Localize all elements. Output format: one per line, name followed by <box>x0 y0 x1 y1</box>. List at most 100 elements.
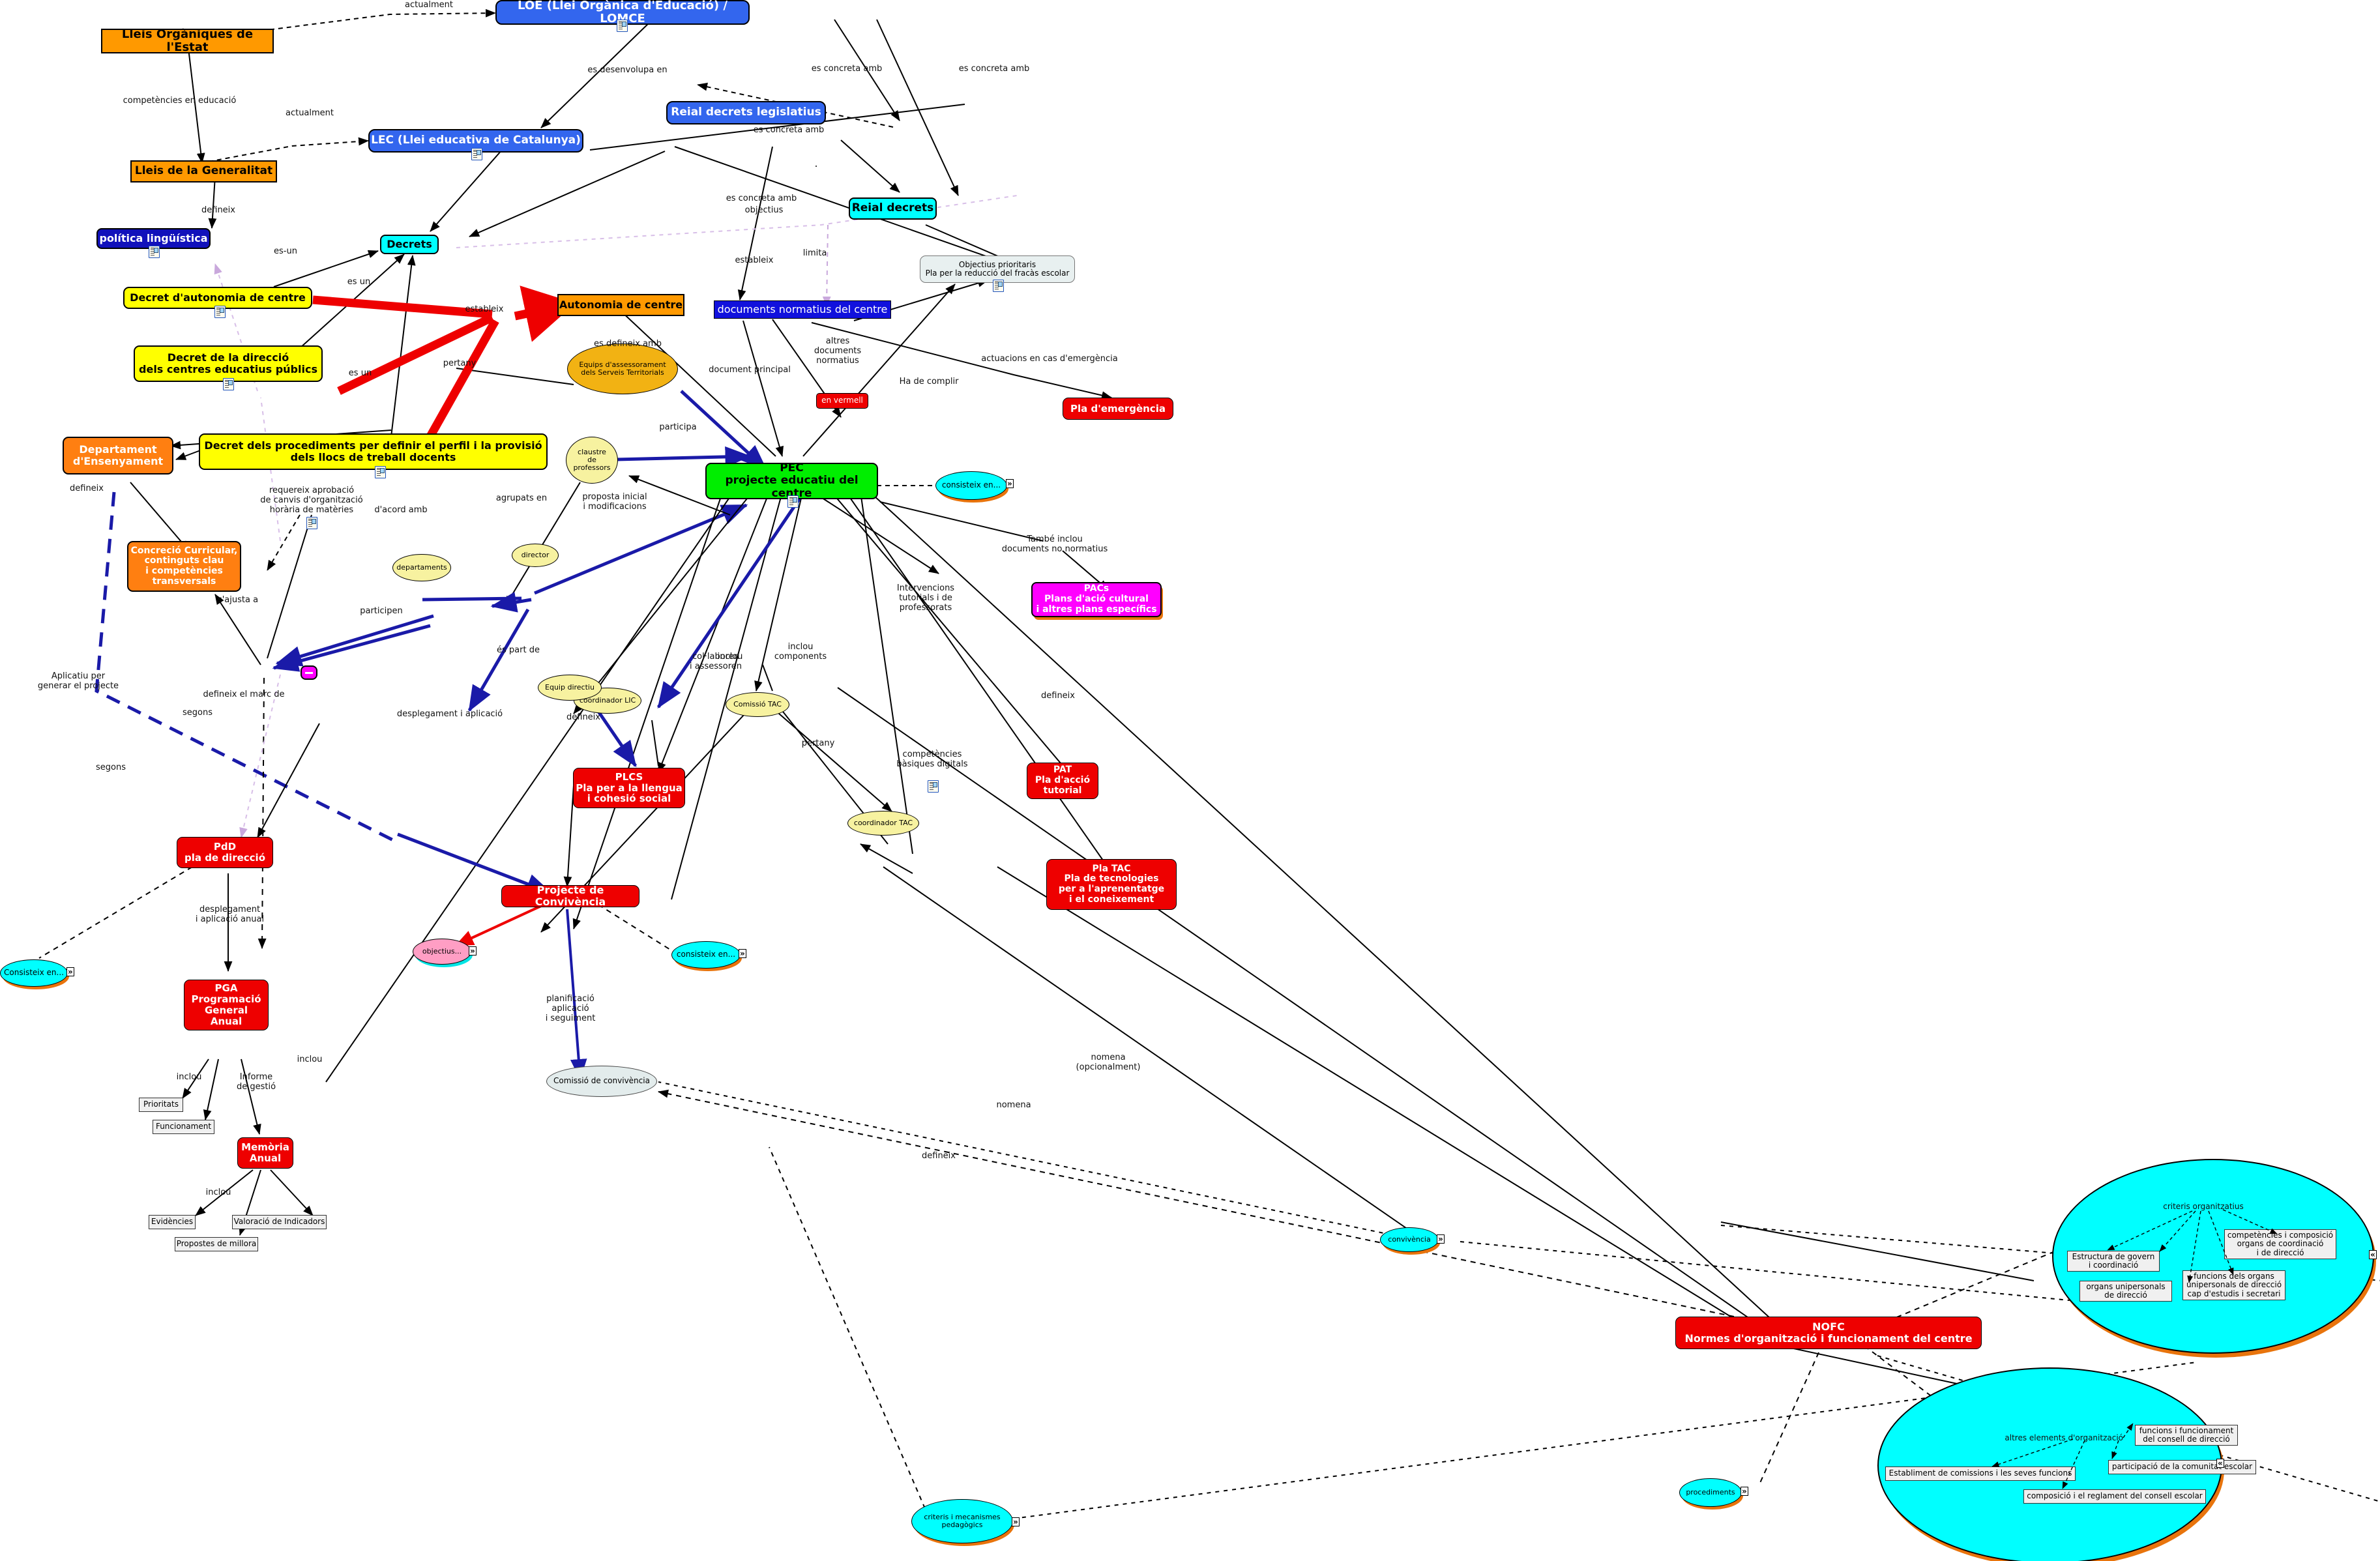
nofc-top-item-2[interactable]: funcions dels organs unipersonals de dir… <box>2182 1270 2285 1300</box>
edge-label-nomena: nomena <box>996 1100 1031 1110</box>
node-convivencia-objectius[interactable]: objectius... <box>413 939 471 965</box>
resource-icon[interactable] <box>214 306 226 318</box>
edge-label-doc-principal: document principal <box>709 365 791 375</box>
node-pla-tac[interactable]: Pla TAC Pla de tecnologies per a l'apren… <box>1046 859 1177 910</box>
node-reial-decrets-legislatius[interactable]: Reial decrets legislatius <box>666 101 826 124</box>
node-label: PdD pla de direcció <box>184 841 266 864</box>
node-lleis-organiques-estat[interactable]: Lleis Orgàniques de l'Estat <box>101 27 274 54</box>
node-documents-normatius-centre[interactable]: documents normatius del centre <box>714 300 891 319</box>
node-equips-assessorament[interactable]: Equips d'assessorament dels Serveis Terr… <box>567 343 678 394</box>
nofc-top-item-0[interactable]: Estructura de govern i coordinació <box>2067 1251 2160 1272</box>
resource-icon[interactable] <box>471 148 482 160</box>
nofc-bottom-item-2[interactable]: Establiment de comissions i les seves fu… <box>1885 1466 2076 1481</box>
resource-icon[interactable] <box>617 20 628 32</box>
nofc-top-item-3[interactable]: competències i composició organs de coor… <box>2224 1229 2336 1259</box>
resource-icon[interactable] <box>375 466 386 478</box>
node-label: LOE (Llei Orgànica d'Educació) / LOMCE <box>518 0 727 25</box>
node-convivencia-consisteix-en[interactable]: consisteix en... <box>671 941 741 969</box>
node-projecte-convivencia[interactable]: Projecte de Convivència <box>501 884 639 908</box>
node-label: competències i composició organs de coor… <box>2227 1230 2334 1257</box>
node-concrecio-curricular[interactable]: Concreció Curricular, continguts clau i … <box>127 541 241 592</box>
expand-chevron-icon[interactable]: » <box>1741 1487 1748 1496</box>
expand-chevron-icon[interactable]: » <box>1012 1517 1020 1526</box>
node-magenta-connector[interactable] <box>301 665 317 680</box>
node-departaments[interactable]: departaments <box>392 554 451 581</box>
node-coordinador-tac[interactable]: coordinador TAC <box>847 811 919 836</box>
node-label: política lingüística <box>99 232 208 245</box>
node-pdd-consisteix-en[interactable]: Consisteix en... <box>0 959 68 987</box>
node-label: Projecte de Convivència <box>535 884 606 908</box>
node-label: en vermell <box>821 396 863 405</box>
node-decret-direccio[interactable]: Decret de la direcció dels centres educa… <box>134 345 323 382</box>
edge-label-es-desenvolupa: es desenvolupa en <box>587 65 668 75</box>
node-equip-directiu[interactable]: Equip directiu <box>538 675 602 701</box>
node-convivencia-tag[interactable]: convivència <box>1380 1227 1439 1252</box>
node-valoracio-indicadors[interactable]: Valoració de Indicadors <box>232 1215 327 1229</box>
node-label: Pla TAC Pla de tecnologies per a l'apren… <box>1058 863 1165 905</box>
node-departament-ensenyament[interactable]: Departament d'Ensenyament <box>63 437 173 474</box>
node-pat[interactable]: PAT Pla d'acció tutorial <box>1027 763 1098 799</box>
node-label: organs unipersonals de direcció <box>2086 1281 2166 1300</box>
node-comissio-tac[interactable]: Comissió TAC <box>726 692 789 717</box>
expand-chevron-icon[interactable]: » <box>1006 479 1014 488</box>
expand-chevron-icon[interactable]: » <box>66 967 74 976</box>
node-label: criteris i mecanismes pedagògics <box>924 1512 1001 1529</box>
node-funcionament[interactable]: Funcionament <box>153 1120 214 1134</box>
node-pla-emergencia[interactable]: Pla d'emergència <box>1063 398 1173 420</box>
expand-chevron-icon[interactable]: » <box>739 949 746 958</box>
node-pga[interactable]: PGA Programació General Anual <box>184 980 269 1030</box>
collapse-chevron-icon[interactable]: « <box>2216 1459 2224 1468</box>
nofc-bottom-item-0[interactable]: funcions i funcionament del consell de d… <box>2135 1425 2238 1446</box>
node-decret-procediments[interactable]: Decret dels procediments per definir el … <box>199 433 548 470</box>
node-memoria-anual[interactable]: Memòria Anual <box>237 1137 293 1169</box>
node-autonomia-centre[interactable]: Autonomia de centre <box>557 294 684 316</box>
node-claustre-professors[interactable]: claustre de professors <box>566 437 618 484</box>
expand-chevron-icon[interactable]: » <box>1437 1234 1445 1244</box>
node-director[interactable]: director <box>512 544 559 567</box>
node-en-vermell-box[interactable]: en vermell <box>816 393 868 409</box>
node-label: coordinador TAC <box>853 818 913 827</box>
node-coordinador-lic[interactable]: coordinador LIC <box>574 688 641 714</box>
edge-label-informe-gestio: Informe de gestió <box>236 1072 276 1092</box>
node-pacs[interactable]: PACs Plans d'ació cultural i altres plan… <box>1031 582 1162 617</box>
node-plcs[interactable]: PLCS Pla per a la llengua i cohesió soci… <box>573 768 685 808</box>
node-label: Evidències <box>151 1217 194 1227</box>
resource-icon[interactable] <box>993 280 1004 292</box>
node-reial-decrets[interactable]: Reial decrets <box>849 197 937 220</box>
edge-label-actualment-1: actualment <box>404 0 454 10</box>
edge-label-tambe-inclou: També inclou documents no normatius <box>1001 534 1108 555</box>
node-label: Prioritats <box>143 1100 179 1109</box>
resource-icon[interactable] <box>787 495 799 508</box>
node-decrets[interactable]: Decrets <box>380 235 439 254</box>
node-evidencies[interactable]: Evidències <box>149 1215 196 1229</box>
edge-label-desplegament-2: desplegament i aplicació anual <box>195 905 265 925</box>
node-objectius-prioritaris[interactable]: Objectius prioritaris Pla per la reducci… <box>920 255 1075 283</box>
edge-label-comp-basiques: competències bàsiques digitals <box>896 750 968 770</box>
node-criteris-mecanismes-pedagogics[interactable]: criteris i mecanismes pedagògics <box>911 1499 1013 1543</box>
nofc-bottom-item-3[interactable]: composició i el reglament del consell es… <box>2023 1489 2206 1504</box>
node-decret-autonomia-centre[interactable]: Decret d'autonomia de centre <box>123 287 312 309</box>
resource-icon[interactable] <box>223 378 234 390</box>
node-label: objectius... <box>422 946 462 956</box>
resource-icon[interactable] <box>306 517 317 529</box>
node-lec[interactable]: LEC (Llei educativa de Catalunya) <box>368 129 583 153</box>
node-en-vermell[interactable] <box>815 166 817 167</box>
node-pec[interactable]: PEC projecte educatiu del centre <box>705 462 878 499</box>
node-prioritats[interactable]: Prioritats <box>139 1098 183 1112</box>
node-procediments[interactable]: procediments <box>1679 1478 1742 1507</box>
node-pdd[interactable]: PdD pla de direcció <box>177 837 273 868</box>
node-comissio-convivencia[interactable]: Comissió de convivència <box>546 1066 657 1097</box>
edge-label-es-concreta-4: es concreta amb <box>726 194 797 203</box>
resource-icon[interactable] <box>149 246 160 258</box>
edge-label-inclou-1: inclou <box>717 652 743 662</box>
node-pec-consisteix-en[interactable]: consisteix en... <box>935 471 1007 500</box>
node-nofc[interactable]: NOFC Normes d'organització i funcionamen… <box>1675 1317 1982 1349</box>
nofc-top-item-1[interactable]: organs unipersonals de direcció <box>2079 1281 2172 1302</box>
expand-chevron-icon[interactable]: » <box>469 946 477 956</box>
node-lleis-generalitat[interactable]: Lleis de la Generalitat <box>130 160 277 182</box>
resource-icon[interactable] <box>928 780 939 793</box>
collapse-chevron-icon[interactable]: « <box>2369 1250 2377 1259</box>
node-propostes-millora[interactable]: Propostes de millora <box>175 1237 258 1251</box>
node-label: director <box>521 550 550 559</box>
node-label: Reial decrets <box>851 201 934 215</box>
